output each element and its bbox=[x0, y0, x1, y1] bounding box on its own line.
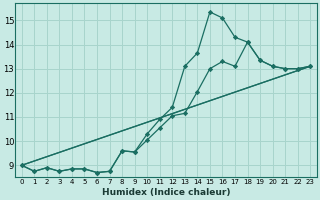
X-axis label: Humidex (Indice chaleur): Humidex (Indice chaleur) bbox=[102, 188, 230, 197]
